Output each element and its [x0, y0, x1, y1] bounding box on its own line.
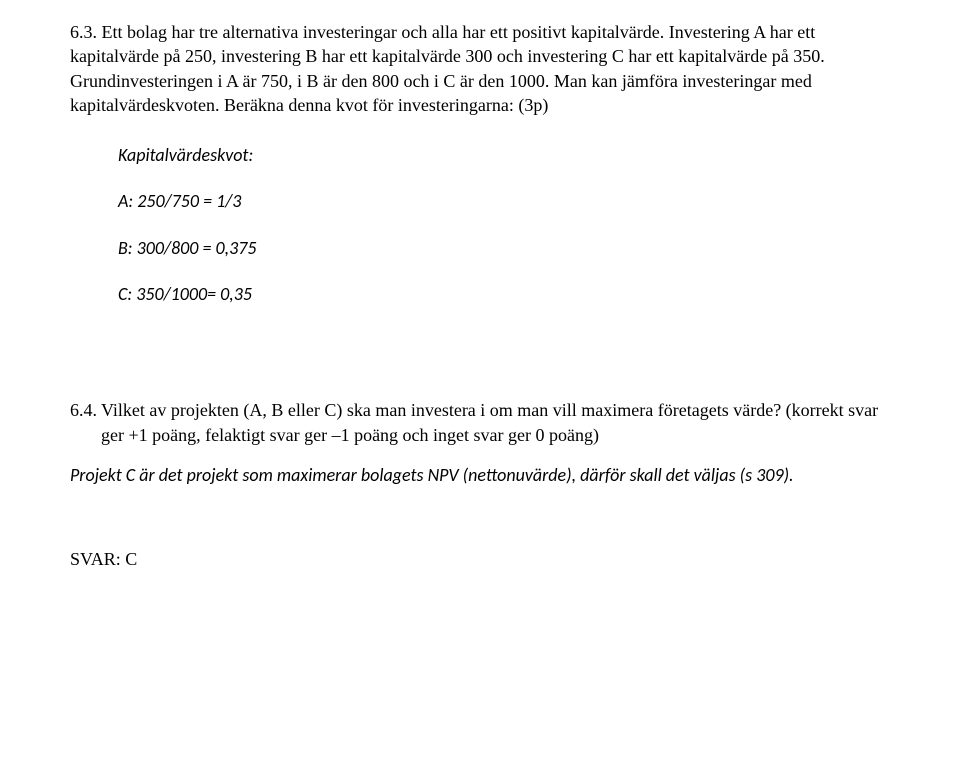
page: 6.3. Ett bolag har tre alternativa inves…	[0, 0, 960, 592]
calc-c: C: 350/1000= 0,35	[118, 282, 890, 306]
calc-a: A: 250/750 = 1/3	[118, 189, 890, 213]
answer-text: Projekt C är det projekt som maximerar b…	[70, 463, 890, 487]
calc-heading: Kapitalvärdeskvot:	[118, 143, 890, 167]
calc-b: B: 300/800 = 0,375	[118, 236, 890, 260]
question-6-3: 6.3. Ett bolag har tre alternativa inves…	[70, 20, 890, 117]
spacer	[70, 328, 890, 398]
question-6-4-body: Vilket av projekten (A, B eller C) ska m…	[97, 398, 890, 447]
calc-block: Kapitalvärdeskvot: A: 250/750 = 1/3 B: 3…	[70, 143, 890, 306]
question-6-4-number: 6.4.	[70, 398, 97, 447]
question-6-4: 6.4. Vilket av projekten (A, B eller C) …	[70, 398, 890, 447]
svar-line: SVAR: C	[70, 547, 890, 571]
